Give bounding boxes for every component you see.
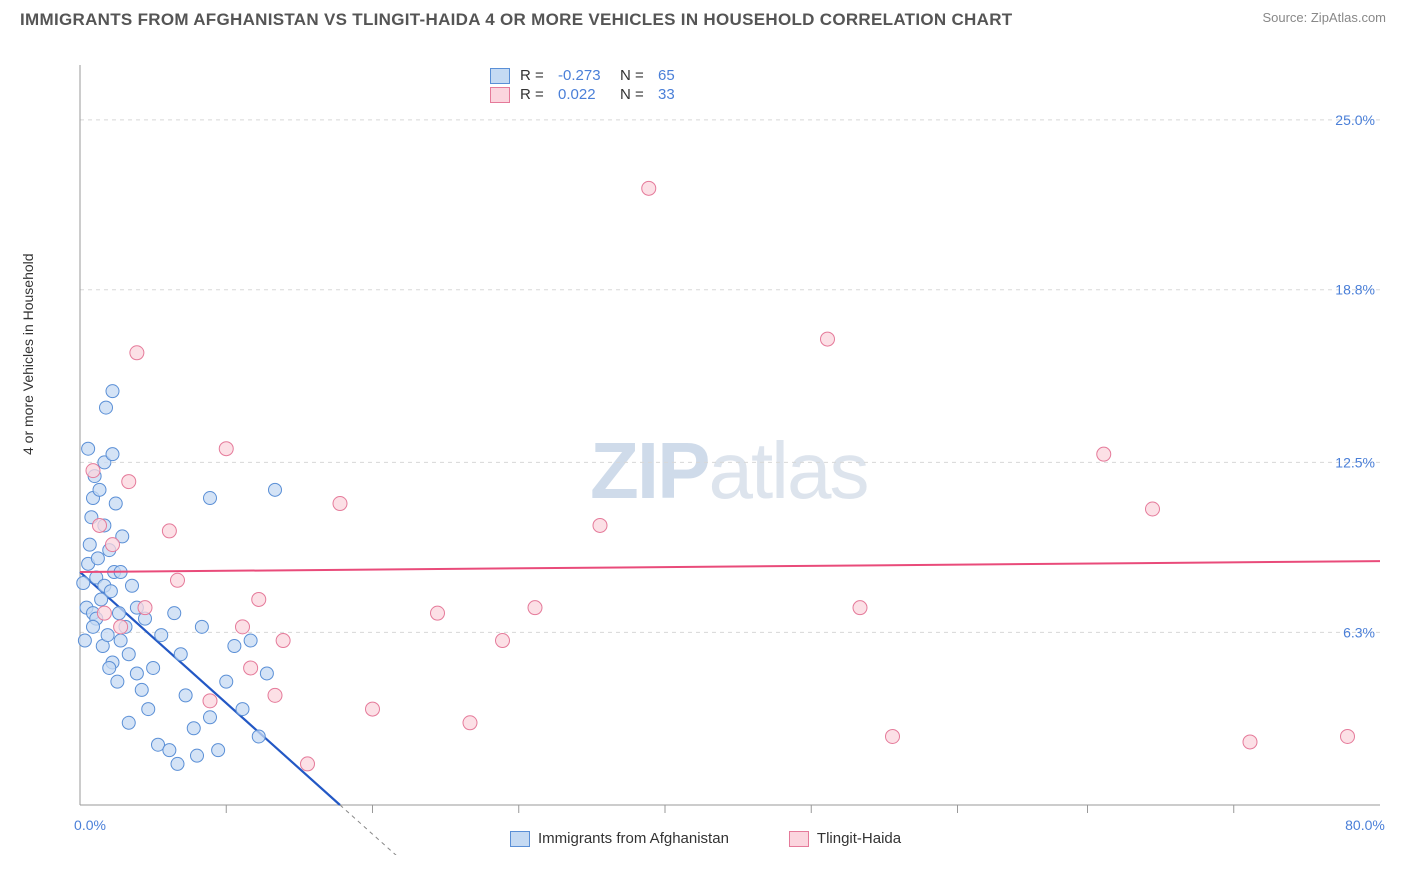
stats-row: R = 0.022 N = 33 [490, 86, 710, 103]
source-label: Source: ZipAtlas.com [1262, 10, 1386, 25]
legend-swatch [510, 831, 530, 847]
legend-item: Tlingit-Haida [789, 830, 901, 847]
stat-n-value: 65 [658, 67, 710, 84]
legend-swatch [789, 831, 809, 847]
stat-n-value: 33 [658, 86, 710, 103]
chart-container: 4 or more Vehicles in Household ZIPatlas… [30, 45, 1400, 885]
legend-item: Immigrants from Afghanistan [510, 830, 729, 847]
bottom-legend: Immigrants from Afghanistan Tlingit-Haida [510, 830, 901, 847]
svg-text:80.0%: 80.0% [1345, 817, 1385, 833]
legend-label: Immigrants from Afghanistan [538, 830, 729, 847]
stats-row: R = -0.273 N = 65 [490, 67, 710, 84]
stat-n-label: N = [620, 67, 648, 84]
y-axis-label: 4 or more Vehicles in Household [20, 253, 36, 455]
stat-r-value: 0.022 [558, 86, 610, 103]
scatter-plot: 6.3% 12.5% 18.8% 25.0% 0.0% 80.0% [50, 45, 1400, 855]
svg-text:18.8%: 18.8% [1335, 282, 1375, 298]
stats-box: R = -0.273 N = 65 R = 0.022 N = 33 [490, 65, 710, 105]
stat-r-value: -0.273 [558, 67, 610, 84]
series-swatch [490, 68, 510, 84]
stat-r-label: R = [520, 86, 548, 103]
stat-n-label: N = [620, 86, 648, 103]
chart-title: IMMIGRANTS FROM AFGHANISTAN VS TLINGIT-H… [20, 10, 1012, 30]
svg-text:12.5%: 12.5% [1335, 454, 1375, 470]
legend-label: Tlingit-Haida [817, 830, 901, 847]
series-swatch [490, 87, 510, 103]
svg-text:25.0%: 25.0% [1335, 112, 1375, 128]
stat-r-label: R = [520, 67, 548, 84]
svg-text:0.0%: 0.0% [74, 817, 106, 833]
svg-text:6.3%: 6.3% [1343, 624, 1375, 640]
